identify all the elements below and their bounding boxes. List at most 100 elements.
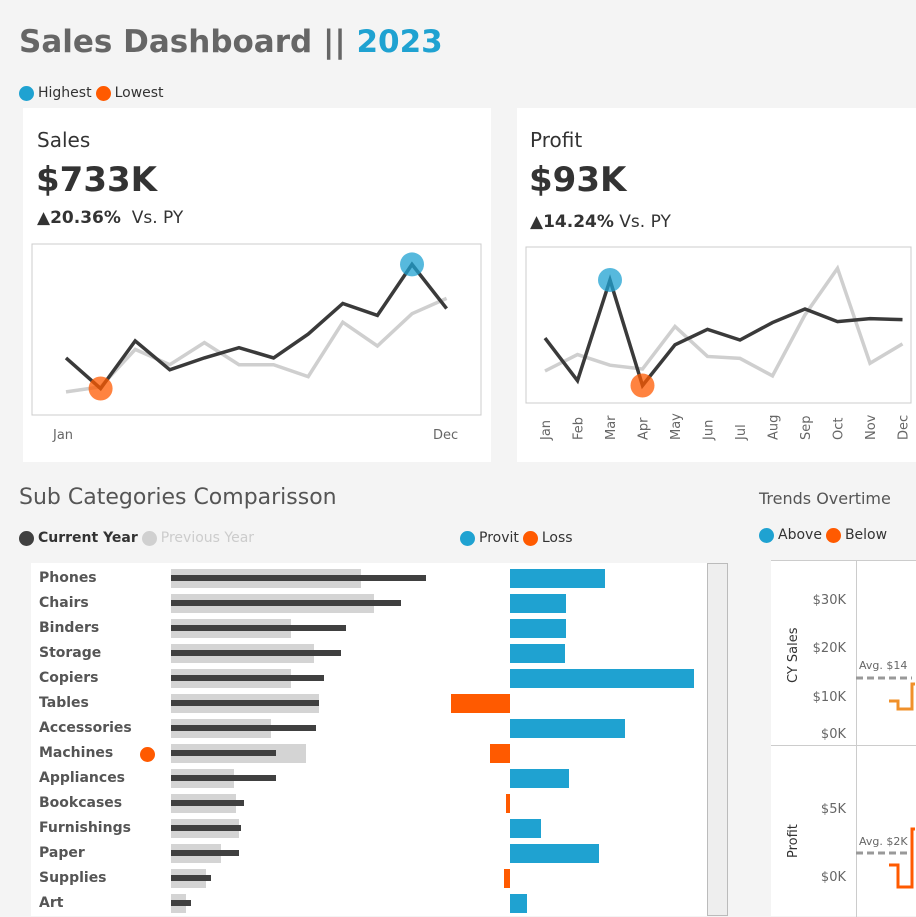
subcat-row[interactable]: Binders bbox=[31, 617, 707, 642]
subcat-row[interactable]: Phones bbox=[31, 567, 707, 592]
profit-bar bbox=[510, 819, 541, 838]
legend-profit: Provit bbox=[479, 530, 519, 546]
current-year-bar bbox=[171, 600, 401, 606]
profit-axis-label: Profit bbox=[786, 824, 801, 858]
sales-line-chart bbox=[31, 243, 482, 416]
profit-value: $93K bbox=[529, 160, 627, 200]
sales-plot-frame bbox=[31, 243, 482, 416]
subcat-label: Binders bbox=[39, 620, 100, 636]
sales-label: Sales bbox=[37, 128, 91, 152]
highest-marker[interactable] bbox=[598, 267, 622, 292]
subcat-row[interactable]: Furnishings bbox=[31, 817, 707, 842]
month-tick-label: Nov bbox=[864, 414, 879, 440]
highest-marker[interactable] bbox=[400, 252, 424, 277]
subcat-row[interactable]: Tables bbox=[31, 692, 707, 717]
title-text: Sales Dashboard || bbox=[19, 24, 346, 60]
current-year-bar bbox=[171, 650, 341, 656]
above-below-legend: Above Below bbox=[759, 527, 887, 543]
trends-row-divider bbox=[771, 745, 916, 746]
month-tick-label: Oct bbox=[832, 418, 847, 440]
subcat-row[interactable]: Copiers bbox=[31, 667, 707, 692]
profit-delta: ▲14.24% Vs. PY bbox=[530, 212, 671, 232]
sales-value: $733K bbox=[36, 160, 157, 200]
current-year-bar bbox=[171, 825, 241, 831]
month-tick-label: Sep bbox=[799, 415, 814, 440]
sales-trend-line bbox=[889, 682, 915, 711]
current-year-line bbox=[543, 274, 903, 390]
flag-dot-icon bbox=[140, 747, 155, 762]
month-tick-label: Dec bbox=[897, 415, 912, 440]
sales-x-first: Jan bbox=[53, 428, 74, 443]
subcat-row[interactable]: Storage bbox=[31, 642, 707, 667]
sales-tick: $20K bbox=[812, 641, 846, 656]
year-legend: Current Year Previous Year bbox=[19, 530, 254, 546]
current-year-dot-icon bbox=[19, 530, 34, 546]
current-year-bar bbox=[171, 800, 244, 806]
subcat-label: Bookcases bbox=[39, 795, 123, 811]
loss-bar bbox=[451, 694, 510, 713]
profit-dot-icon bbox=[460, 530, 475, 546]
subcat-label: Accessories bbox=[39, 720, 132, 736]
subcat-row[interactable]: Chairs bbox=[31, 592, 707, 617]
profit-bar bbox=[510, 844, 599, 863]
subcat-label: Machines bbox=[39, 745, 114, 761]
subcat-row[interactable]: Bookcases bbox=[31, 792, 707, 817]
below-dot-icon bbox=[825, 527, 841, 543]
sales-vs: Vs. PY bbox=[131, 208, 184, 228]
profit-bar bbox=[510, 594, 566, 613]
subcat-label: Copiers bbox=[39, 670, 99, 686]
sales-card: Sales $733K ▲20.36% Vs. PY Jan Dec bbox=[23, 108, 491, 462]
subcat-label: Chairs bbox=[39, 595, 89, 611]
current-year-bar bbox=[171, 900, 191, 906]
trends-panel: CY Sales Profit $30K $20K $10K $0K $5K $… bbox=[771, 560, 916, 917]
lowest-marker[interactable] bbox=[88, 376, 113, 401]
page-title: Sales Dashboard || 2023 bbox=[19, 24, 443, 60]
profit-tick: $5K bbox=[820, 802, 846, 817]
subcat-row[interactable]: Accessories bbox=[31, 717, 707, 742]
profit-avg-label: Avg. $2K bbox=[859, 835, 908, 848]
legend-lowest: Lowest bbox=[114, 85, 164, 101]
subcat-label: Art bbox=[39, 895, 64, 911]
profit-vs: Vs. PY bbox=[619, 212, 671, 232]
lowest-marker[interactable] bbox=[630, 373, 655, 398]
subcat-row[interactable]: Appliances bbox=[31, 767, 707, 792]
trends-axis-divider bbox=[856, 561, 857, 917]
current-year-line bbox=[64, 261, 448, 392]
current-year-bar bbox=[171, 725, 316, 731]
profit-loss-legend: Provit Loss bbox=[460, 530, 573, 546]
month-tick-label: Apr bbox=[637, 417, 652, 440]
profit-bar bbox=[510, 569, 605, 588]
sales-x-last: Dec bbox=[433, 428, 459, 443]
subcat-scrollbar[interactable] bbox=[707, 563, 728, 916]
profit-bar bbox=[510, 669, 694, 688]
subcat-row[interactable]: Paper bbox=[31, 842, 707, 867]
sales-tick: $10K bbox=[812, 690, 846, 705]
loss-bar bbox=[504, 869, 510, 888]
subcat-row[interactable]: Supplies bbox=[31, 867, 707, 892]
current-year-bar bbox=[171, 750, 276, 756]
triangle-up-icon: ▲ bbox=[530, 212, 544, 232]
loss-bar bbox=[506, 794, 510, 813]
subcat-chart: Phones Chairs Binders Storage Copiers Tables A… bbox=[31, 563, 707, 916]
previous-year-line bbox=[65, 296, 448, 394]
month-tick-label: Jan bbox=[539, 420, 554, 441]
profit-line-chart: Jan Feb Mar Apr May Jun Jul Aug Sep Oct Nov Dec bbox=[525, 246, 912, 441]
subcat-label: Supplies bbox=[39, 870, 107, 886]
profit-delta-value: 14.24% bbox=[543, 212, 614, 232]
profit-bar bbox=[510, 644, 565, 663]
profit-bar bbox=[510, 769, 569, 788]
profit-trend-line bbox=[889, 827, 915, 889]
trends-lines bbox=[856, 676, 915, 889]
month-tick-label: Aug bbox=[767, 415, 782, 440]
highest-dot-icon bbox=[19, 85, 34, 101]
profit-label: Profit bbox=[530, 128, 583, 152]
subcat-row[interactable]: Machines bbox=[31, 742, 707, 767]
previous-year-line bbox=[544, 264, 904, 379]
profit-bar bbox=[510, 894, 527, 913]
subcat-row[interactable]: Art bbox=[31, 892, 707, 917]
current-year-bar bbox=[171, 875, 211, 881]
current-year-bar bbox=[171, 775, 276, 781]
profit-tick: $0K bbox=[820, 870, 846, 885]
current-year-bar bbox=[171, 675, 324, 681]
loss-dot-icon bbox=[522, 530, 538, 546]
